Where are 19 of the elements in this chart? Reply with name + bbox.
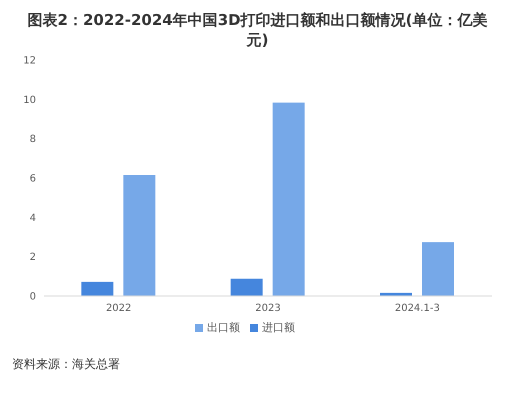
bar: [422, 242, 454, 296]
bar: [81, 282, 114, 296]
y-tick-label: 2: [30, 252, 36, 264]
y-tick-label: 10: [23, 94, 36, 106]
y-tick-label: 4: [30, 212, 36, 224]
bar: [123, 175, 156, 296]
x-tick-label: 2024.1-3: [394, 303, 440, 314]
y-tick-label: 12: [23, 56, 36, 67]
x-tick-label: 2022: [106, 303, 132, 314]
text: 资料来源：海关总署: [11, 356, 121, 373]
bar: [272, 102, 305, 296]
bar: [230, 278, 263, 296]
y-tick-label: 0: [30, 292, 36, 303]
x-tick-label: 2023: [255, 303, 281, 314]
legend-label: 进口额: [262, 321, 295, 334]
chart-title: 图表2：2022-2024年中国3D打印进口额和出口额情况(单位：亿美元): [26, 10, 488, 50]
y-tick-label: 8: [30, 134, 36, 146]
legend-label: 出口额: [207, 321, 240, 334]
y-tick-label: 6: [30, 174, 36, 185]
